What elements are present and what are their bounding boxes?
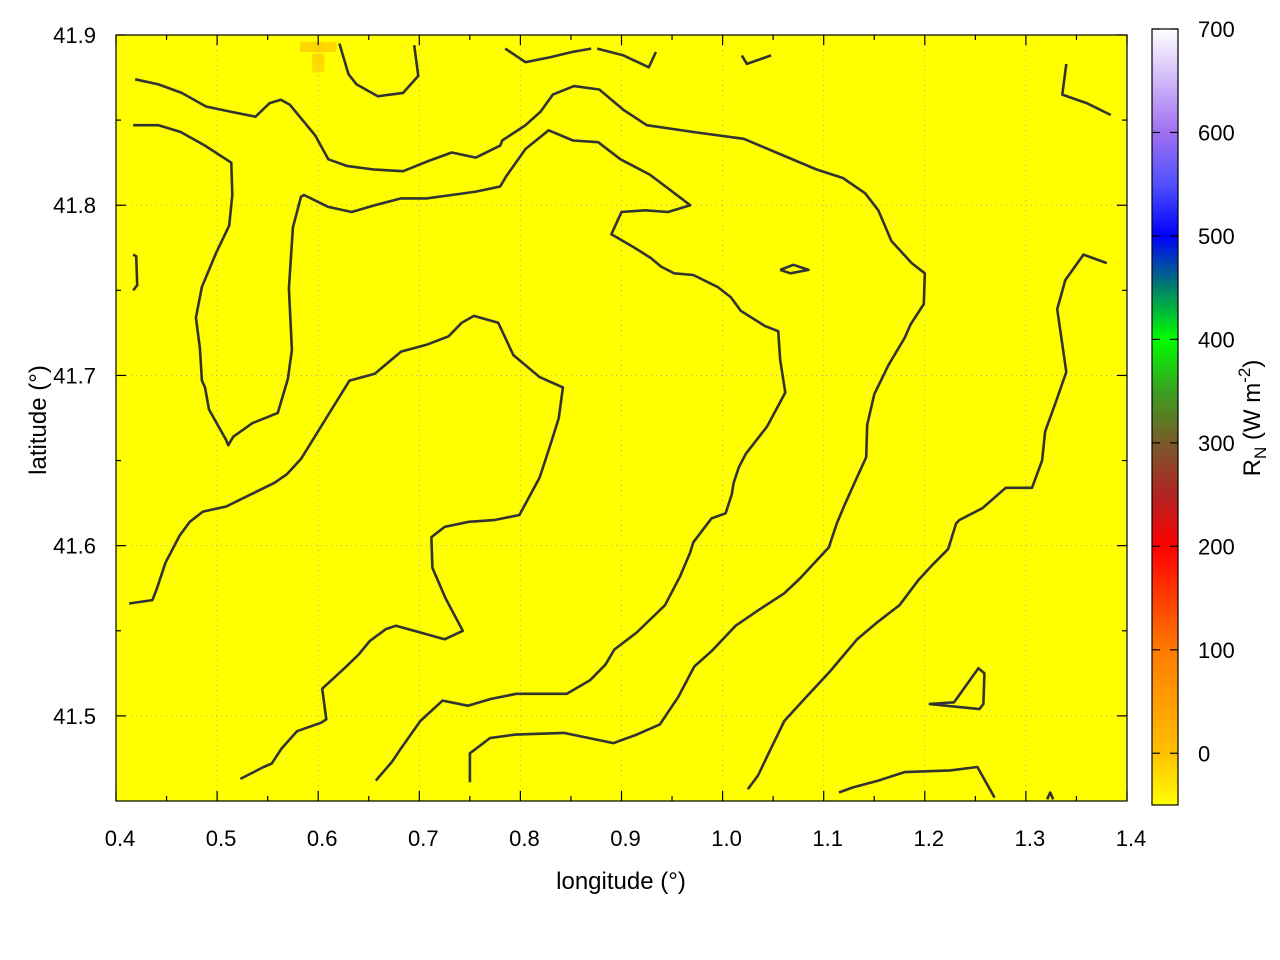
colorbar-tick-label: 400	[1198, 327, 1235, 352]
contour-line	[779, 263, 810, 275]
x-tick-label: 0.8	[509, 826, 540, 851]
colorbar	[1151, 28, 1179, 806]
heatmap-cell	[312, 53, 325, 64]
colorbar-label-close: )	[1239, 360, 1266, 368]
y-tick-label: 41.7	[53, 363, 96, 388]
x-tick-label: 0.4	[105, 826, 136, 851]
colorbar-tick-label: 300	[1198, 431, 1235, 456]
colorbar-label-sup: -2	[1235, 368, 1254, 383]
contour-line	[338, 43, 420, 98]
colorbar-tick-label: 200	[1198, 534, 1235, 559]
contour-line	[838, 765, 996, 799]
contour-line	[134, 78, 927, 783]
contour-line	[133, 123, 787, 782]
x-axis-label: longitude (°)	[556, 868, 686, 895]
heatmap-cell	[312, 62, 325, 73]
colorbar-label: RN (W m-2)	[1235, 360, 1270, 477]
contour-lines	[128, 43, 1112, 800]
contour-line	[1061, 63, 1112, 117]
y-tick-label: 41.8	[53, 193, 96, 218]
colorbar-label-sub: N	[1251, 447, 1270, 459]
colorbar-tick-label: 600	[1198, 120, 1235, 145]
colorbar-tick-label: 100	[1198, 638, 1235, 663]
y-tick-labels: 41.5 41.6 41.7 41.8 41.9	[53, 23, 96, 729]
colorbar-tick-label: 700	[1198, 17, 1235, 42]
heatmap-cell	[300, 41, 313, 53]
contour-line	[504, 47, 592, 64]
heatmap-cell	[312, 41, 325, 53]
contour-line	[928, 666, 986, 711]
x-tick-label: 0.9	[610, 826, 641, 851]
x-tick-labels: 0.4 0.5 0.6 0.7 0.8 0.9 1.0 1.1 1.2 1.3 1.4	[105, 826, 1147, 851]
axis-ticks	[115, 34, 1128, 801]
plot-area	[116, 35, 1127, 801]
contour-line	[132, 253, 139, 292]
colorbar-label-unit: (W m	[1239, 383, 1266, 447]
colorbar-label-base: R	[1239, 459, 1266, 476]
y-tick-label: 41.6	[53, 534, 96, 559]
x-tick-label: 0.6	[307, 826, 338, 851]
grid-lines	[116, 35, 1127, 801]
y-tick-label: 41.9	[53, 23, 96, 48]
heatmap-background	[116, 35, 1127, 801]
colorbar-tick-label: 0	[1198, 741, 1210, 766]
x-tick-label: 1.4	[1116, 826, 1147, 851]
y-tick-label: 41.5	[53, 704, 96, 729]
colorbar-tick-label: 500	[1198, 224, 1235, 249]
contour-line	[1045, 791, 1055, 800]
contour-line	[128, 314, 565, 781]
x-tick-label: 0.7	[408, 826, 439, 851]
x-tick-label: 1.1	[812, 826, 843, 851]
contour-line	[596, 47, 658, 69]
x-tick-label: 0.5	[206, 826, 237, 851]
x-tick-label: 1.3	[1015, 826, 1046, 851]
contour-line	[746, 253, 1108, 790]
heatmap-cell	[324, 41, 337, 53]
colorbar-ticks: 0 100 200 300 400 500 600 700	[1152, 17, 1235, 766]
x-tick-label: 1.0	[711, 826, 742, 851]
contour-line	[740, 54, 772, 66]
y-axis-label: latitude (°)	[25, 365, 52, 475]
x-tick-label: 1.2	[914, 826, 945, 851]
